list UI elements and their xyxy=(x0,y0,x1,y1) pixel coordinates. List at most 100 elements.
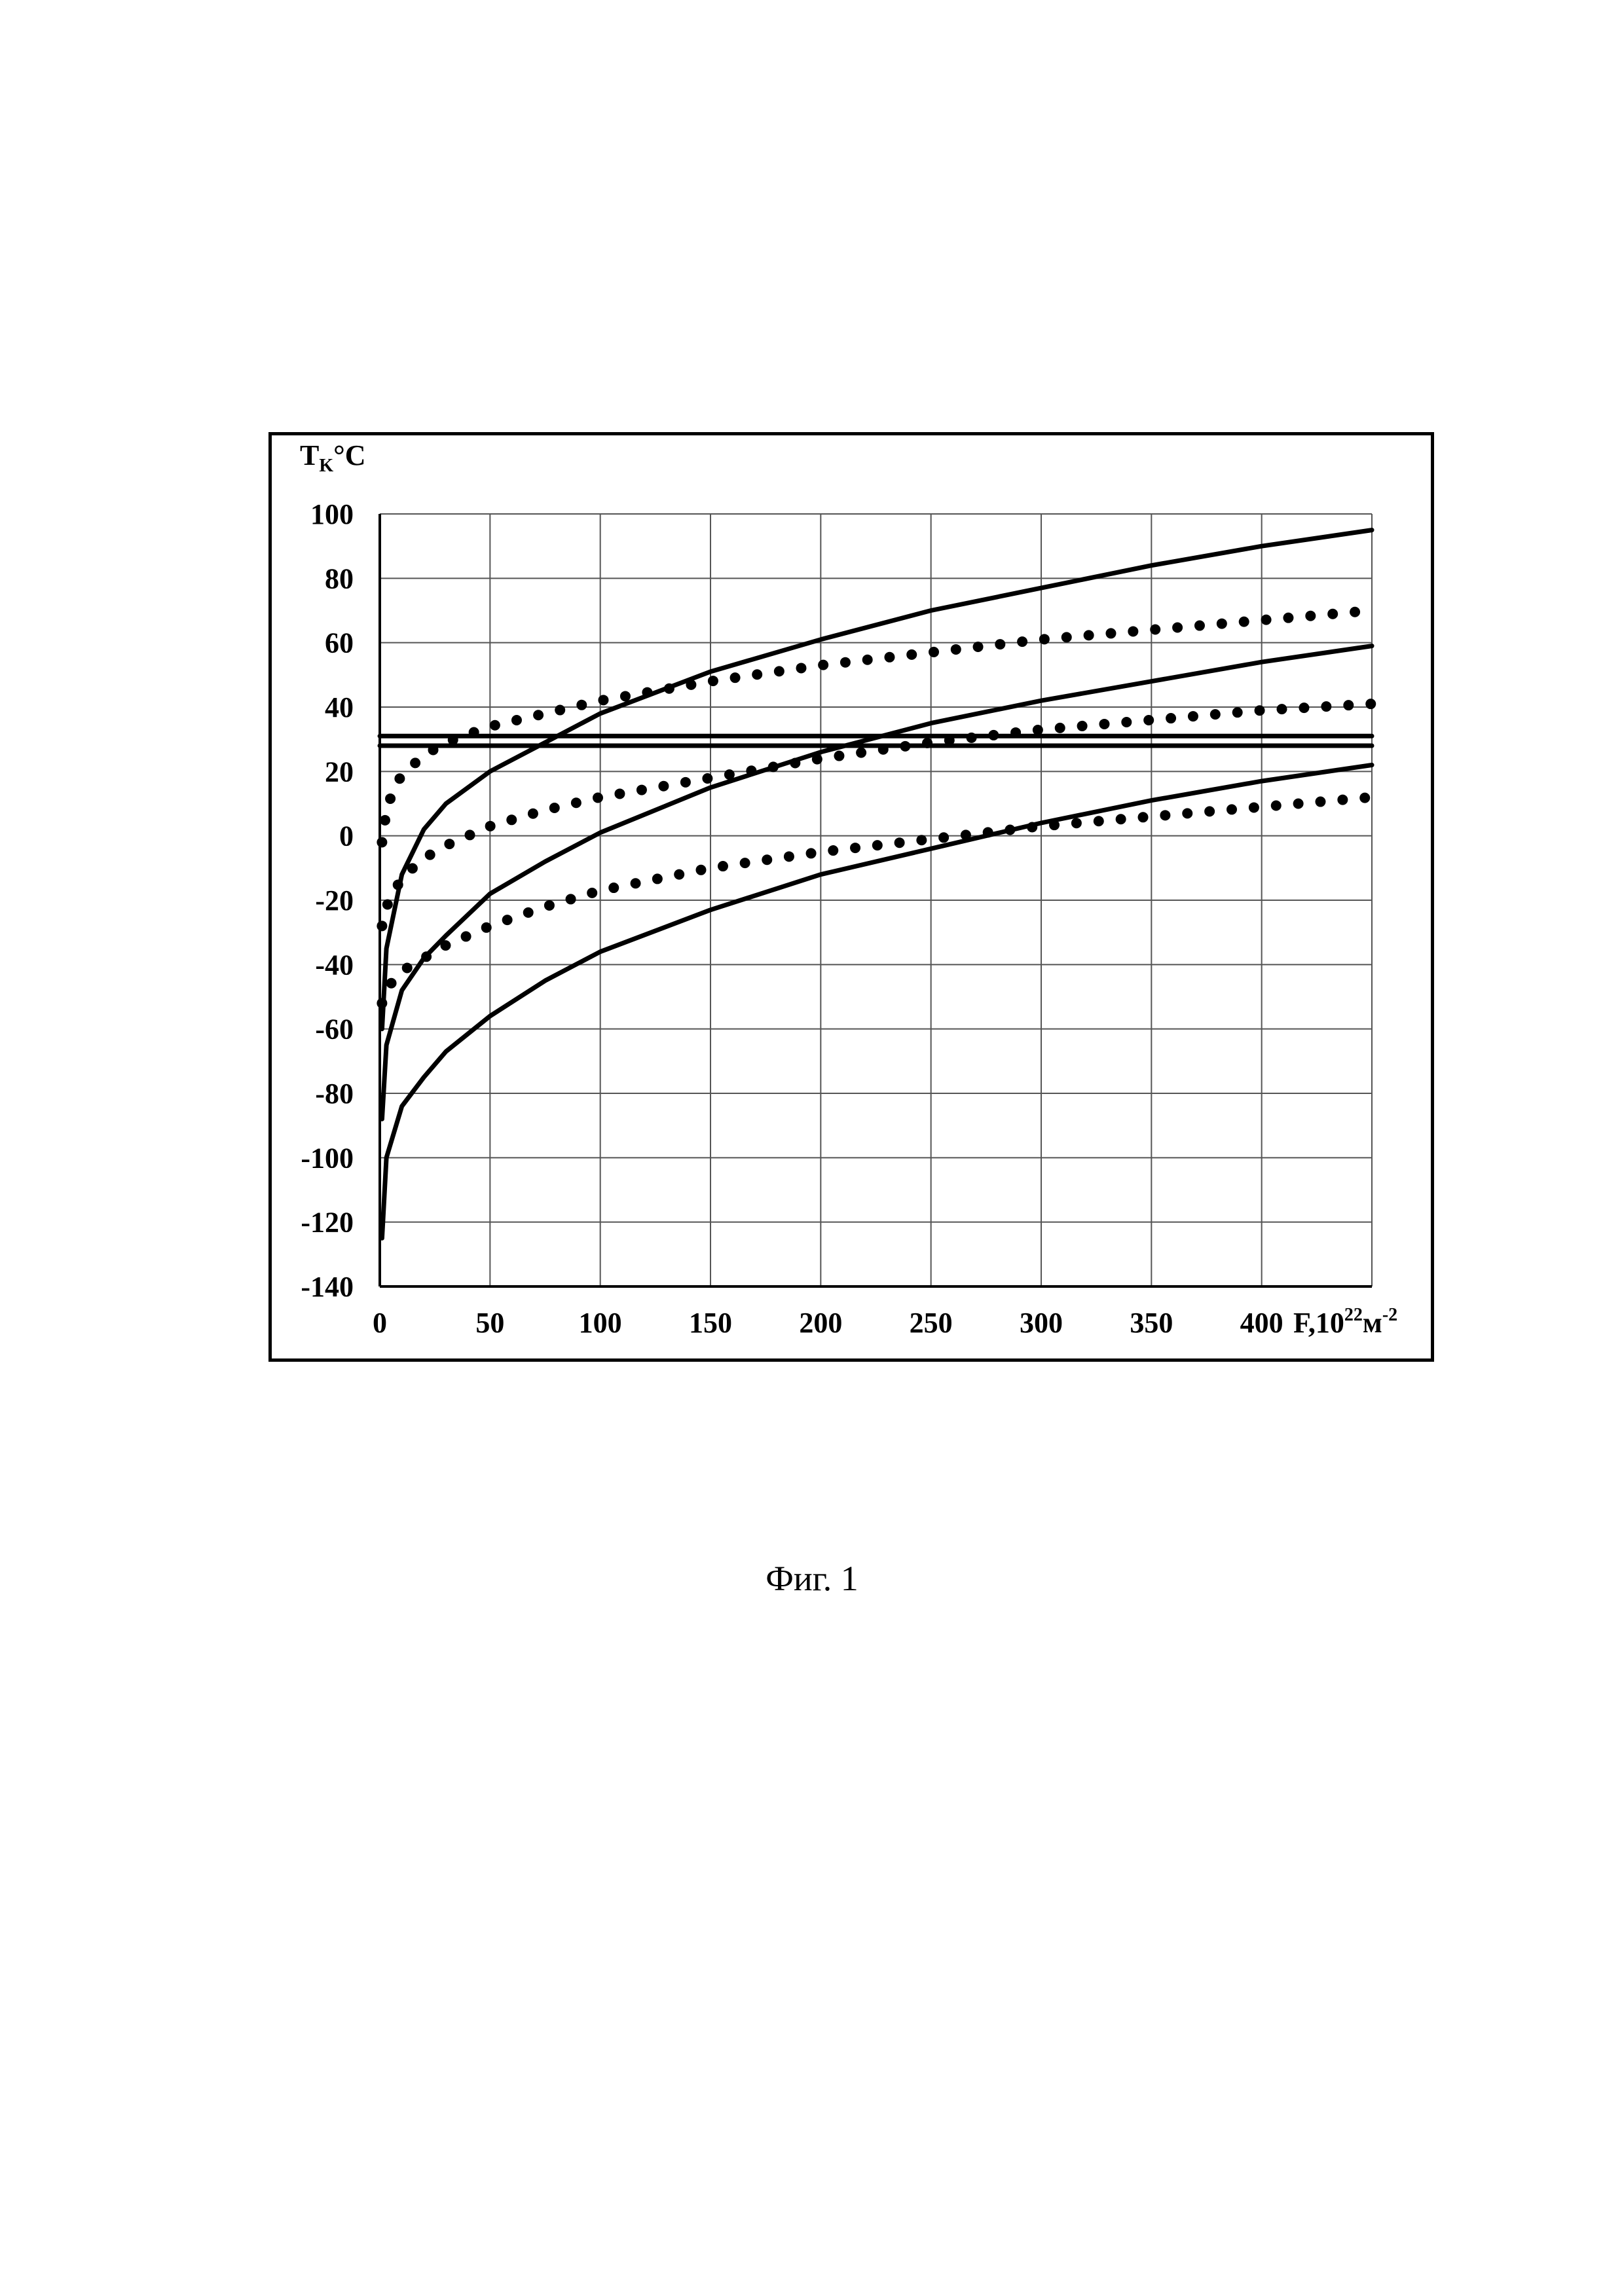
series-point xyxy=(393,879,403,890)
x-tick-label: 200 xyxy=(799,1307,842,1339)
tick-labels: 100806040200-20-40-60-80-100-120-1400501… xyxy=(301,498,1283,1339)
series-point xyxy=(1071,818,1082,828)
series-point xyxy=(1172,623,1183,633)
series-point xyxy=(598,695,608,705)
series-point xyxy=(812,754,822,765)
x-axis-title: F,1022м-2 xyxy=(1293,1305,1397,1339)
series-point xyxy=(1188,711,1198,721)
series-point xyxy=(1204,806,1215,816)
series-point xyxy=(555,705,565,716)
series-point xyxy=(1343,700,1354,710)
figure-caption: Фиг. 1 xyxy=(0,1558,1624,1599)
series-point xyxy=(544,900,555,911)
series-point xyxy=(528,809,538,819)
x-axis-title-main: F,10 xyxy=(1293,1307,1344,1339)
series-point xyxy=(490,720,500,731)
y-tick-label: 60 xyxy=(325,627,354,659)
series-point xyxy=(1283,613,1293,623)
series-point xyxy=(1160,810,1170,820)
series-point xyxy=(862,655,873,665)
series-point xyxy=(425,850,435,860)
y-tick-label: -40 xyxy=(315,949,354,981)
y-axis-title-sub: K xyxy=(319,456,333,476)
y-tick-label: -80 xyxy=(315,1078,354,1110)
series-point xyxy=(631,878,641,888)
y-axis-title-suffix: °C xyxy=(333,439,365,471)
series-line-1 xyxy=(382,646,1372,1120)
y-axis-title-main: T xyxy=(300,439,319,471)
series-point xyxy=(1217,619,1227,629)
series-point xyxy=(440,940,451,951)
series-point xyxy=(1359,793,1370,803)
series-point xyxy=(740,858,750,868)
series-point xyxy=(718,861,728,871)
series-point xyxy=(608,883,619,893)
series-point xyxy=(768,761,779,772)
series-point xyxy=(377,920,387,931)
y-tick-label: 20 xyxy=(325,756,354,788)
series-point xyxy=(614,788,625,799)
series-point xyxy=(642,687,652,698)
series-point xyxy=(850,843,860,853)
series-point xyxy=(394,773,405,784)
series-point xyxy=(1182,808,1192,818)
series-point xyxy=(549,803,560,813)
series-point xyxy=(818,660,828,670)
series-point xyxy=(1138,812,1149,822)
series-point xyxy=(465,829,475,840)
x-axis-title-unit: м xyxy=(1363,1307,1382,1339)
series-point xyxy=(1315,797,1325,807)
series-point xyxy=(1143,715,1154,725)
series-point xyxy=(1249,802,1259,812)
x-tick-label: 300 xyxy=(1020,1307,1063,1339)
series-point xyxy=(1227,804,1237,814)
series-point xyxy=(380,815,390,826)
series-point xyxy=(951,644,961,655)
series-point xyxy=(1321,701,1331,712)
series-point xyxy=(1027,822,1037,833)
series-point xyxy=(1049,820,1060,830)
y-tick-label: 0 xyxy=(339,820,354,852)
y-tick-label: -60 xyxy=(315,1013,354,1046)
series-point xyxy=(1055,723,1065,733)
series-point xyxy=(973,642,984,652)
series-point xyxy=(1017,636,1027,647)
series-point xyxy=(523,907,534,918)
series-point xyxy=(511,715,522,725)
series-point xyxy=(386,978,397,989)
series-point xyxy=(1305,611,1316,621)
series-point xyxy=(587,888,597,898)
y-tick-label: -100 xyxy=(301,1142,354,1174)
series-point xyxy=(872,840,883,850)
series-point xyxy=(916,835,927,845)
series-point xyxy=(884,652,895,663)
series-point xyxy=(1121,717,1132,727)
x-axis-title-sup: 22 xyxy=(1344,1305,1363,1325)
y-tick-label: 80 xyxy=(325,562,354,594)
series-group xyxy=(377,530,1376,1239)
series-point xyxy=(485,821,496,831)
series-point xyxy=(566,894,576,904)
series-point xyxy=(806,848,817,858)
series-point xyxy=(762,854,772,865)
series-point xyxy=(828,845,838,856)
series-point xyxy=(1084,630,1094,640)
x-tick-label: 150 xyxy=(689,1307,732,1339)
series-point xyxy=(856,748,866,758)
series-point xyxy=(571,797,581,808)
series-point xyxy=(686,680,696,690)
series-point xyxy=(1210,709,1221,720)
series-point xyxy=(906,649,917,660)
series-dotted-4 xyxy=(377,699,1376,931)
series-point xyxy=(421,951,432,962)
x-tick-label: 400 xyxy=(1240,1307,1283,1339)
series-point xyxy=(1293,799,1304,809)
grid xyxy=(380,514,1372,1286)
series-point xyxy=(652,873,663,884)
series-point xyxy=(1166,713,1176,723)
series-point xyxy=(1150,624,1160,634)
series-point xyxy=(938,832,949,843)
series-point xyxy=(784,851,794,862)
series-point xyxy=(1033,725,1043,735)
series-point xyxy=(664,683,674,694)
